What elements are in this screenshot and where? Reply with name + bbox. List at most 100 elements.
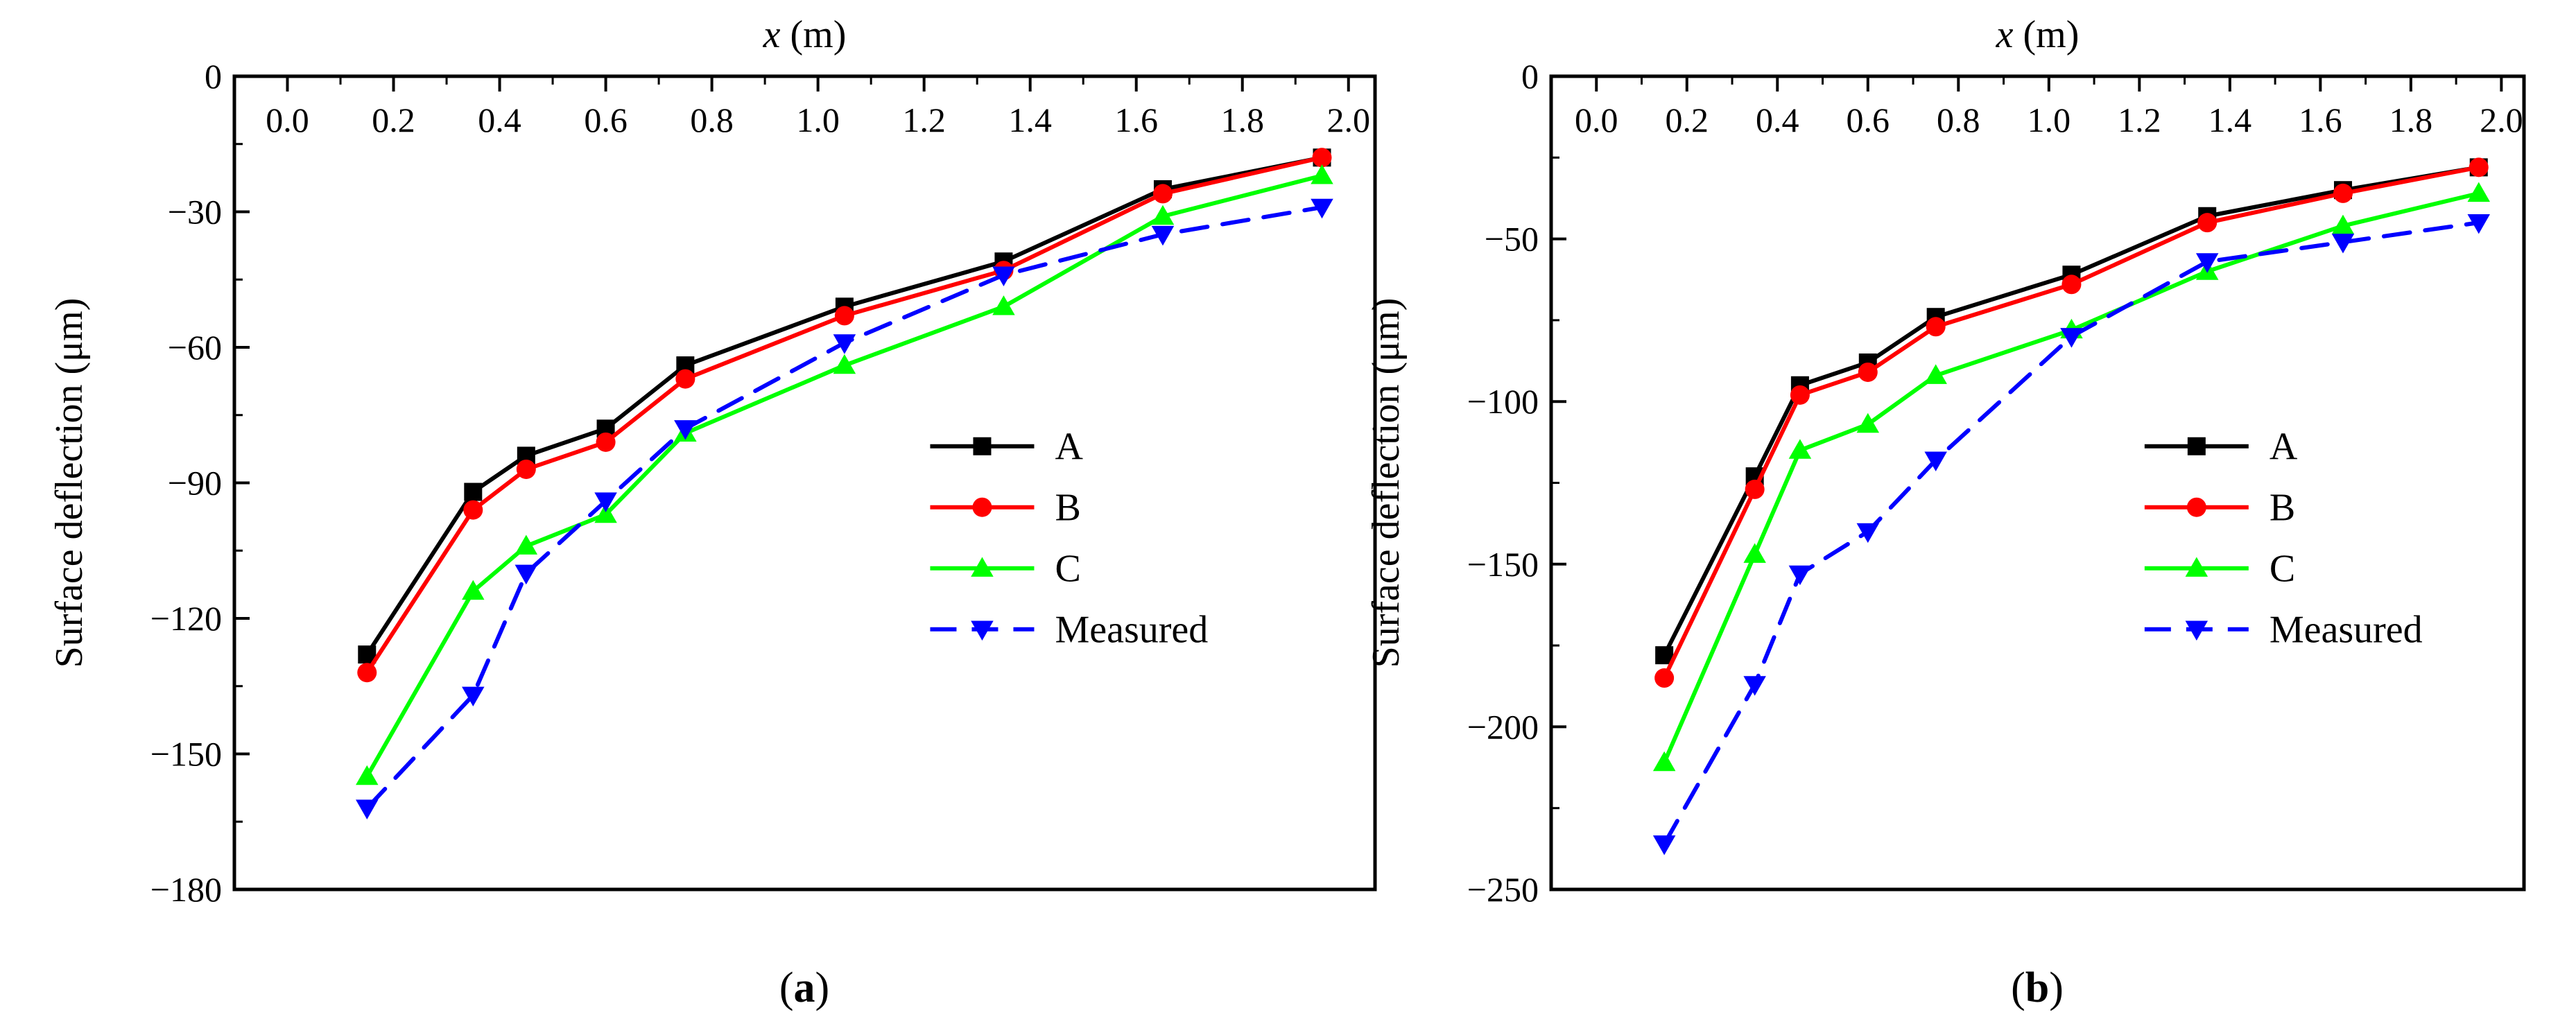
- x-axis-var: x: [763, 13, 781, 56]
- data-point-b: [1790, 385, 1810, 405]
- data-point-c: [2467, 182, 2490, 202]
- legend-label-c: C: [1055, 548, 1080, 591]
- y-tick-label: −30: [168, 193, 222, 232]
- x-tick-label: 0.8: [1937, 101, 1980, 139]
- data-point-b: [1745, 479, 1765, 499]
- series-group: [356, 148, 1333, 819]
- data-point-measured: [2060, 328, 2083, 348]
- data-point-c: [1311, 164, 1333, 184]
- y-axis-title: Surface deflection (μm): [48, 298, 91, 668]
- legend: ABC Measured: [930, 426, 1208, 652]
- x-axis-var: x: [1996, 13, 2014, 56]
- series-line-measured: [1662, 220, 2481, 846]
- legend-marker-measured: [971, 620, 994, 641]
- data-point-measured: [356, 799, 379, 819]
- data-point-measured: [1856, 523, 1880, 544]
- data-point-measured: [833, 334, 856, 354]
- data-point-b: [2061, 275, 2082, 295]
- legend-marker-a: [2187, 437, 2206, 455]
- y-tick-label: −150: [150, 735, 222, 774]
- x-tick-label: 0.4: [1756, 101, 1799, 139]
- legend-label-a: A: [1055, 426, 1083, 469]
- data-point-measured: [1743, 676, 1766, 696]
- panel-label-open: (: [779, 964, 794, 1011]
- data-point-measured: [1924, 451, 1947, 471]
- x-tick-label: 0.4: [478, 101, 521, 139]
- data-point-c: [1652, 751, 1676, 772]
- legend-marker-a: [973, 437, 992, 455]
- data-point-c: [356, 765, 379, 785]
- legend-label-c: C: [2270, 548, 2295, 591]
- x-tick-label: 2.0: [2480, 101, 2523, 139]
- data-point-b: [675, 369, 695, 389]
- legend-marker-c: [971, 557, 994, 577]
- data-point-b: [463, 500, 483, 520]
- data-point-b: [1152, 184, 1173, 204]
- data-point-c: [1856, 412, 1880, 433]
- x-tick-label: 0.6: [584, 101, 628, 139]
- panel-label-close: ): [2049, 964, 2064, 1011]
- x-tick-label: 0.6: [1847, 101, 1890, 139]
- data-point-measured: [1311, 198, 1333, 219]
- data-point-b: [2197, 213, 2218, 233]
- data-point-measured: [515, 564, 538, 585]
- y-tick-label: −50: [1485, 220, 1539, 259]
- x-tick-label: 0.0: [266, 101, 309, 139]
- chart-panel-b: 0.0 0.2 0.4 0.6 0.8 1.0 1.2 1.4 1.6 1.8 2.0 0 −50 −10…: [1365, 13, 2526, 1011]
- data-point-c: [2331, 214, 2355, 235]
- x-tick-label: 1.0: [2028, 101, 2071, 139]
- y-tick-label: −100: [1467, 382, 1539, 421]
- series-line-b: [1662, 165, 2481, 681]
- y-tick-label: −120: [150, 599, 222, 638]
- data-point-measured: [1652, 835, 1676, 855]
- data-point-measured: [1788, 565, 1812, 586]
- data-point-b: [2469, 157, 2489, 177]
- data-point-c: [594, 503, 617, 523]
- x-tick-label: 2.0: [1326, 101, 1370, 139]
- x-tick-label: 0.2: [372, 101, 415, 139]
- data-point-measured: [2467, 214, 2490, 234]
- x-tick-label: 1.0: [796, 101, 840, 139]
- x-tick-label: 1.8: [2389, 101, 2433, 139]
- data-point-measured: [2331, 234, 2355, 254]
- panel-label-letter: a: [794, 964, 815, 1011]
- data-point-b: [834, 306, 854, 326]
- series-line-b: [365, 155, 1324, 675]
- plot-frame: [1549, 74, 2526, 892]
- x-tick-label: 1.6: [1114, 101, 1158, 139]
- legend-label-a: A: [2270, 426, 2298, 469]
- data-point-b: [2333, 183, 2353, 203]
- x-tick-label: 1.6: [2299, 101, 2342, 139]
- panel-label-letter: b: [2025, 964, 2049, 1011]
- legend-marker-measured: [2185, 620, 2208, 641]
- legend-marker-b: [2186, 497, 2206, 517]
- x-tick-label: 0.8: [690, 101, 734, 139]
- y-tick-label: −250: [1467, 870, 1539, 909]
- x-tick-label: 1.4: [1008, 101, 1052, 139]
- y-tick-label: −90: [168, 464, 222, 503]
- y-tick-label: −60: [168, 328, 222, 367]
- data-point-b: [1858, 362, 1878, 382]
- data-point-measured: [594, 492, 617, 512]
- x-axis-title: x (m): [1996, 13, 2080, 56]
- series-line-c: [365, 173, 1324, 779]
- y-axis-title: Surface deflection (μm): [1365, 298, 1408, 668]
- data-point-c: [1151, 205, 1175, 225]
- legend-label-measured: Measured: [2270, 609, 2423, 652]
- series-line-measured: [365, 205, 1324, 810]
- data-point-measured: [1151, 225, 1175, 246]
- panel-label-close: ): [815, 964, 830, 1011]
- x-axis-unit: (m): [2014, 13, 2080, 56]
- x-tick-label: 1.2: [902, 101, 946, 139]
- series-line-a: [365, 155, 1324, 657]
- data-point-c: [992, 295, 1015, 315]
- y-tick-label: 0: [205, 57, 222, 96]
- data-point-b: [516, 459, 536, 479]
- data-point-measured: [462, 686, 485, 707]
- data-point-c: [515, 534, 538, 555]
- y-tick-label: −150: [1467, 545, 1539, 584]
- series-group: [1652, 157, 2490, 855]
- y-tick-label: −200: [1467, 707, 1539, 746]
- x-axis-unit: (m): [781, 13, 847, 56]
